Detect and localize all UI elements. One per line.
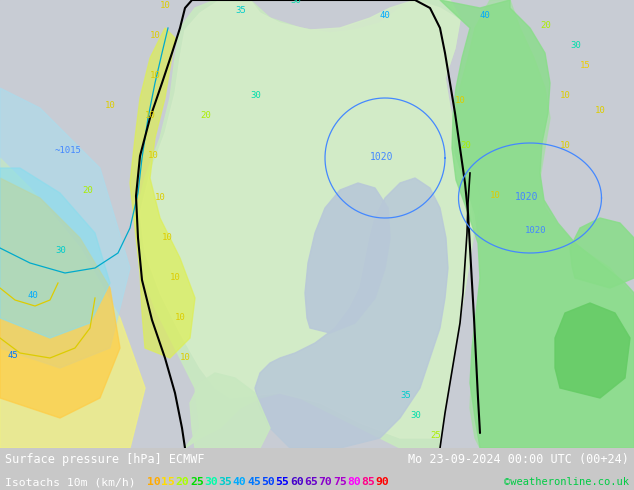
Text: 1020: 1020 — [370, 152, 394, 162]
Polygon shape — [0, 88, 130, 368]
Text: 45: 45 — [247, 477, 261, 488]
Text: 10: 10 — [150, 71, 161, 80]
Text: 1020: 1020 — [515, 192, 538, 202]
Polygon shape — [130, 28, 195, 358]
Text: 10: 10 — [180, 353, 191, 362]
Text: ©weatheronline.co.uk: ©weatheronline.co.uk — [504, 477, 629, 488]
Text: 25: 25 — [320, 0, 331, 2]
Text: 10: 10 — [145, 111, 156, 120]
Polygon shape — [190, 373, 270, 448]
Polygon shape — [555, 303, 630, 398]
Text: 10: 10 — [147, 477, 161, 488]
Text: 10: 10 — [160, 1, 171, 10]
Text: 40: 40 — [480, 11, 491, 20]
Text: 10: 10 — [560, 141, 571, 150]
Text: 120: 120 — [505, 0, 521, 2]
Polygon shape — [135, 0, 480, 448]
Text: 40: 40 — [28, 291, 39, 300]
Text: 60: 60 — [290, 477, 304, 488]
Text: 35: 35 — [400, 391, 411, 400]
Text: 10: 10 — [175, 313, 186, 322]
Text: 10: 10 — [150, 31, 161, 40]
Text: 20: 20 — [540, 21, 551, 30]
Text: 10: 10 — [170, 273, 181, 282]
Text: 30: 30 — [290, 0, 301, 5]
Text: 30: 30 — [250, 91, 261, 100]
Text: 25: 25 — [430, 431, 441, 440]
Text: Mo 23-09-2024 00:00 UTC (00+24): Mo 23-09-2024 00:00 UTC (00+24) — [408, 453, 629, 466]
Text: 10: 10 — [455, 96, 466, 105]
Text: 25: 25 — [190, 477, 204, 488]
Text: 75: 75 — [333, 477, 347, 488]
Text: 30: 30 — [410, 411, 421, 420]
Text: 10: 10 — [155, 193, 165, 202]
Text: 15: 15 — [580, 61, 591, 70]
Polygon shape — [0, 178, 120, 418]
Polygon shape — [455, 0, 634, 448]
Text: 30: 30 — [204, 477, 218, 488]
Text: 35: 35 — [219, 477, 232, 488]
Text: 30: 30 — [55, 246, 66, 255]
Text: 1020: 1020 — [525, 226, 547, 235]
Text: 55: 55 — [276, 477, 289, 488]
Text: 85: 85 — [361, 477, 375, 488]
Text: 20: 20 — [200, 111, 210, 120]
Text: 80: 80 — [347, 477, 361, 488]
Text: 35: 35 — [235, 6, 246, 15]
Polygon shape — [0, 158, 145, 448]
Text: 15: 15 — [162, 477, 175, 488]
Text: 45: 45 — [8, 351, 19, 360]
Text: 20: 20 — [82, 186, 93, 195]
Polygon shape — [440, 0, 634, 448]
Text: 40: 40 — [233, 477, 247, 488]
Text: 10: 10 — [595, 106, 605, 115]
Text: 65: 65 — [304, 477, 318, 488]
Text: 20: 20 — [460, 141, 471, 150]
Text: 10: 10 — [148, 151, 158, 160]
Text: 10: 10 — [560, 91, 571, 100]
Text: 10: 10 — [105, 101, 116, 110]
Polygon shape — [255, 178, 448, 448]
Polygon shape — [570, 218, 634, 288]
Text: 50: 50 — [261, 477, 275, 488]
Text: 90: 90 — [375, 477, 389, 488]
Text: 10: 10 — [162, 233, 172, 242]
Text: ~1015: ~1015 — [55, 146, 82, 155]
Text: 20: 20 — [176, 477, 190, 488]
Polygon shape — [0, 168, 110, 338]
Text: 70: 70 — [318, 477, 332, 488]
Polygon shape — [305, 183, 390, 333]
Text: 40: 40 — [380, 11, 391, 20]
Text: 10: 10 — [490, 191, 501, 200]
Text: 30: 30 — [570, 41, 581, 50]
Polygon shape — [140, 0, 473, 438]
Text: Surface pressure [hPa] ECMWF: Surface pressure [hPa] ECMWF — [5, 453, 205, 466]
Text: Isotachs 10m (km/h): Isotachs 10m (km/h) — [5, 477, 136, 488]
